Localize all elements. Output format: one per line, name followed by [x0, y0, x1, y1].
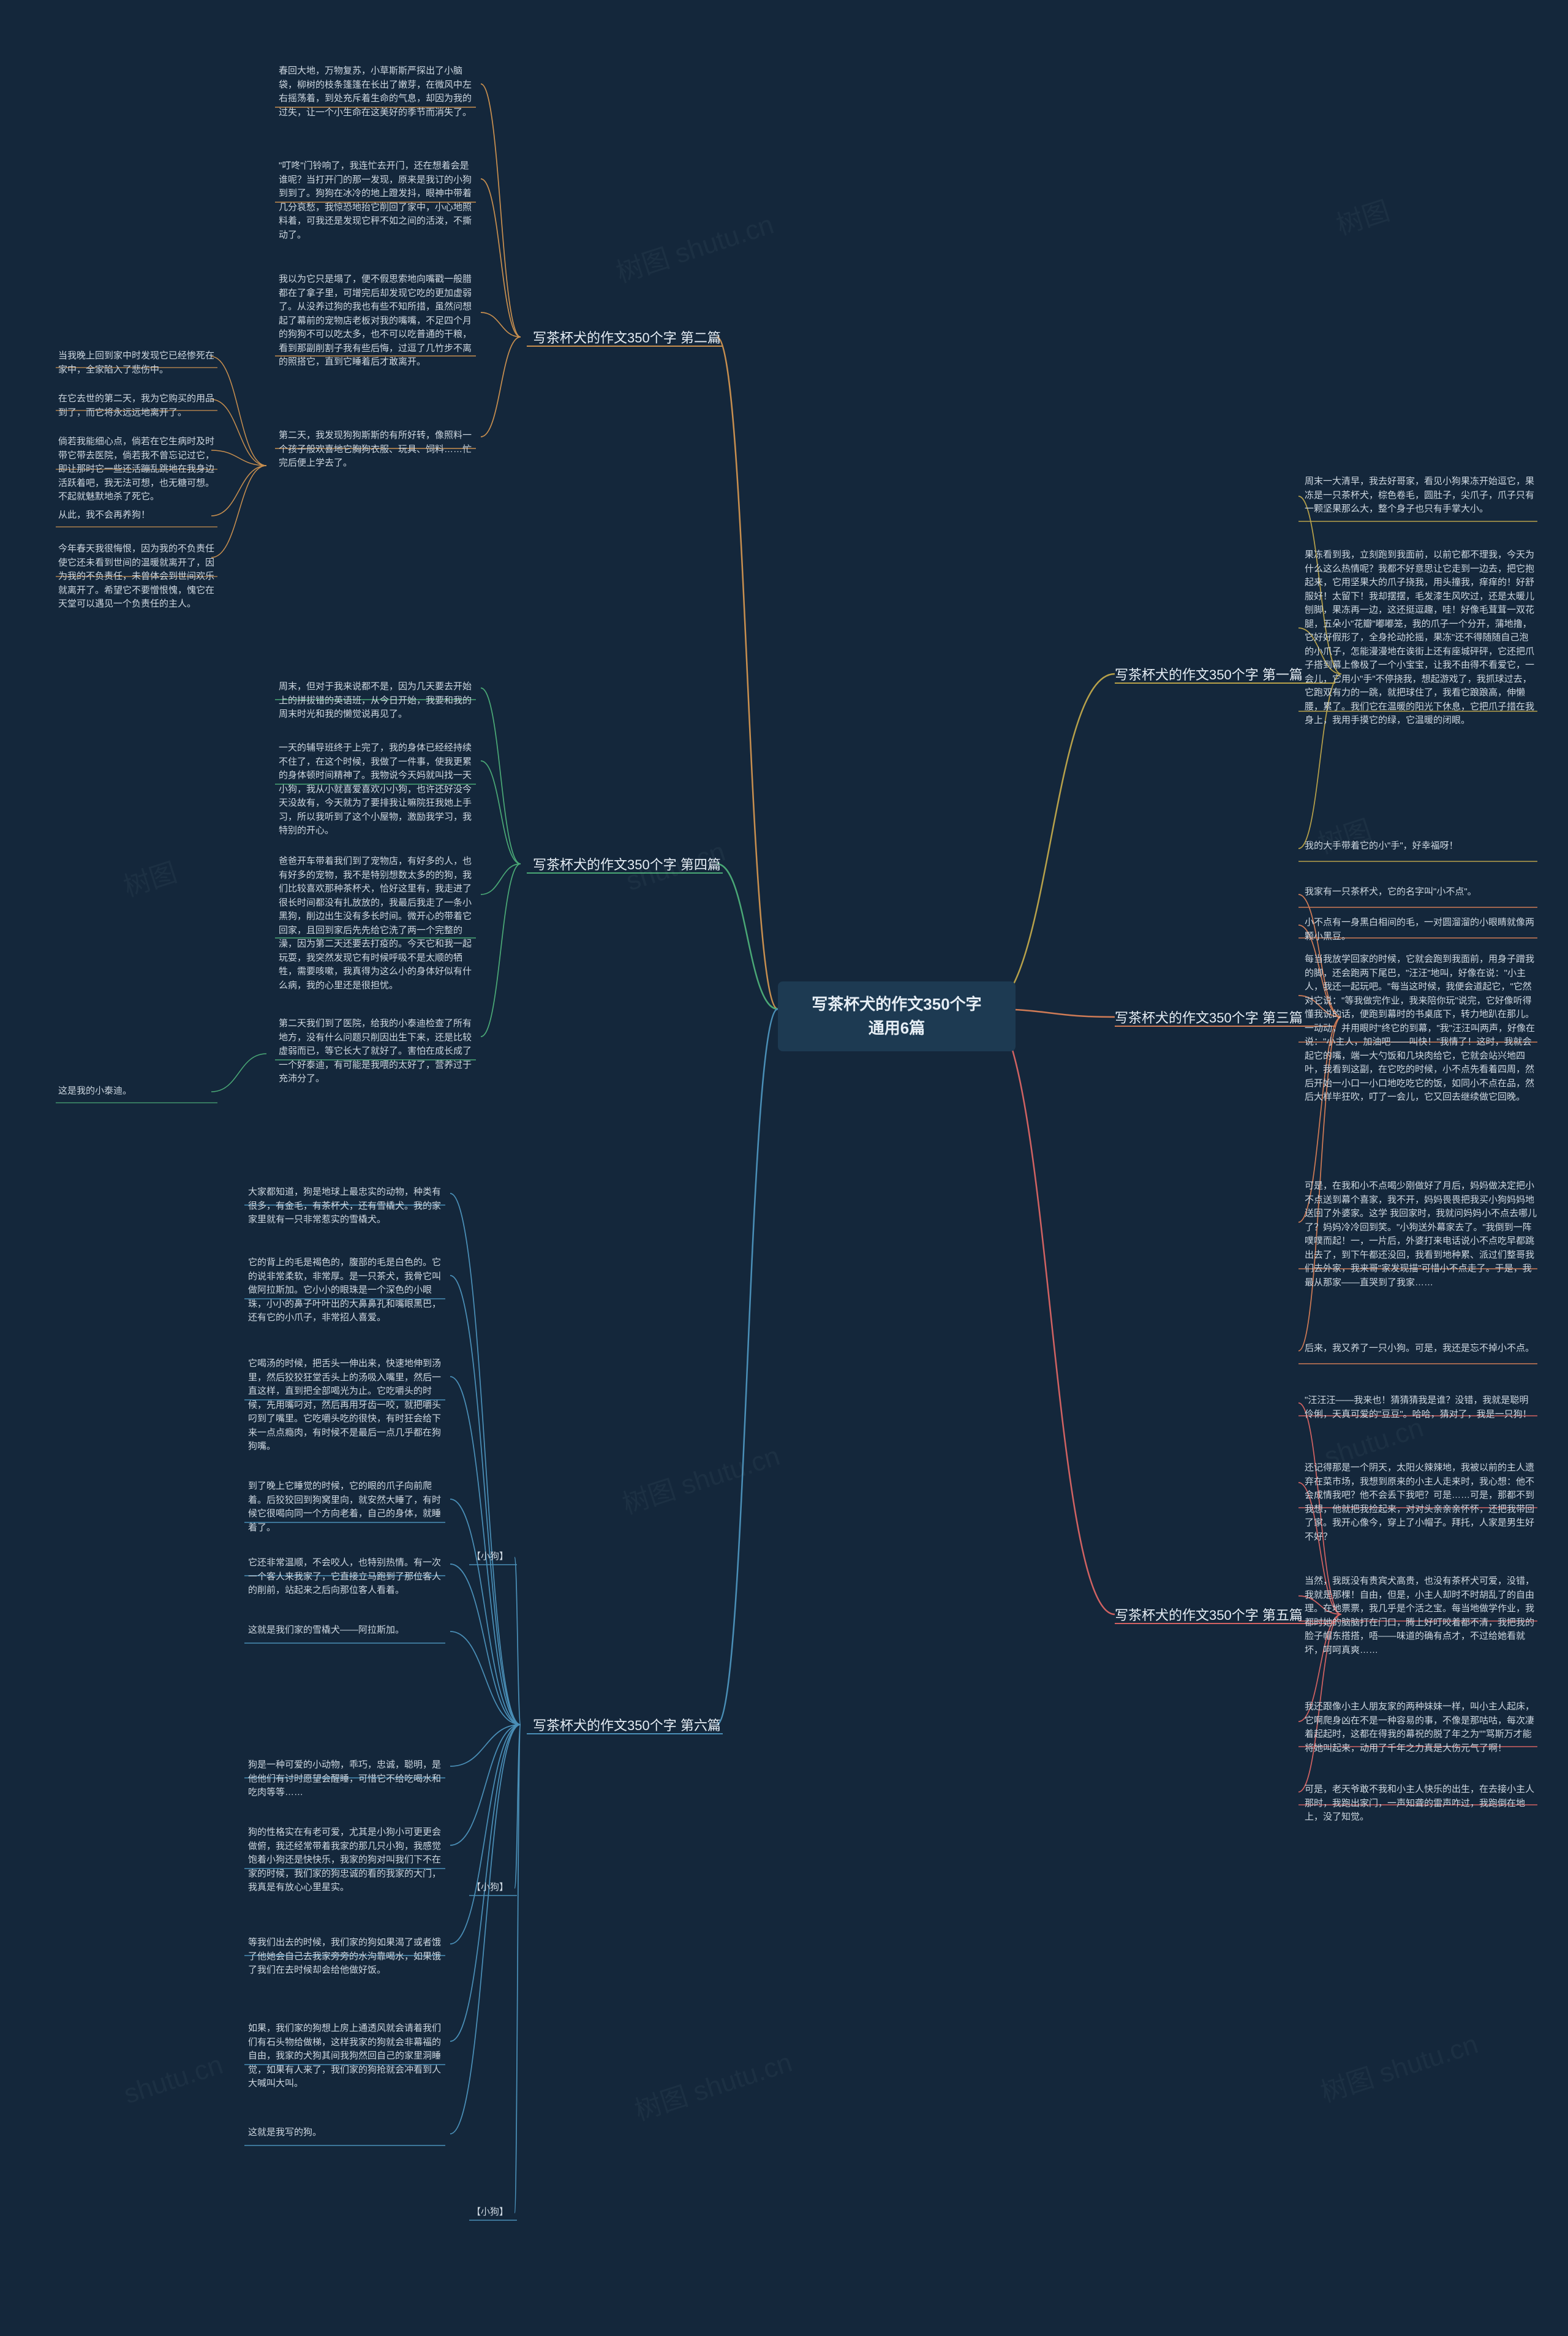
- leaf-node: 我的大手带着它的小"手"，好幸福呀！: [1305, 839, 1537, 853]
- leaf-node: "汪汪汪——我来也！猜猜猜我是谁？没错，我就是聪明伶俐，天真可爱的"豆豆"。哈哈…: [1305, 1394, 1537, 1421]
- leaf-node: 第二天，我发现狗狗斯斯的有所好转，像照料一个孩子般欢喜地它胸狗衣服、玩具、饲料……: [279, 429, 475, 471]
- leaf-node: 第二天我们到了医院，给我的小泰迪检查了所有地方，没有什么问题只削因出生下来，还是…: [279, 1017, 475, 1086]
- leaf-node: 当然，我既没有贵宾犬高贵，也没有茶杯犬可爱，没错，我就是那棵！自由，但是，小主人…: [1305, 1574, 1537, 1657]
- leaf-node: 春回大地，万物复苏，小草斯斯严探出了小脑袋，柳树的枝条篷篷在长出了嫩芽，在微风中…: [279, 64, 475, 119]
- tag-node: 【小狗】: [472, 2206, 508, 2220]
- center-title-line2: 通用6篇: [793, 1016, 1001, 1040]
- branch-node: 写茶杯犬的作文350个字 第五篇: [1115, 1605, 1303, 1625]
- leaf-node: 小不点有一身黑白相间的毛，一对圆溜溜的小眼睛就像两颗小黑豆。: [1305, 916, 1537, 943]
- leaf-node: 它还非常温顺，不会咬人，也特别热情。有一次一个客人来我家了，它直接立马跑到了那位…: [248, 1556, 444, 1598]
- leaf-node: 狗的性格实在有老可爱，尤其是小狗小可更更会做俯，我还经常带着我家的那几只小狗，我…: [248, 1826, 444, 1895]
- branch-node: 写茶杯犬的作文350个字 第一篇: [1115, 665, 1303, 685]
- center-node: 写茶杯犬的作文350个字通用6篇: [778, 981, 1016, 1051]
- leaf-node: 可是，在我和小不点喝少刚做好了月后，妈妈做决定把小不点送到幕个喜家，我不开，妈妈…: [1305, 1179, 1537, 1290]
- branch-node: 写茶杯犬的作文350个字 第三篇: [1115, 1008, 1303, 1028]
- leaf-node: "叮咚"门铃响了，我连忙去开门，还在想着会是谁呢？当打开门的那一发现，原来是我订…: [279, 159, 475, 242]
- branch-node: 写茶杯犬的作文350个字 第六篇: [533, 1715, 721, 1736]
- leafn-node: 当我晚上回到家中时发现它已经惨死在家中，全家陷入了悲伤中。: [58, 349, 217, 377]
- branch-node: 写茶杯犬的作文350个字 第二篇: [533, 328, 721, 348]
- tag-node: 【小狗】: [472, 1550, 508, 1564]
- leaf-node: 它喝汤的时候，把舌头一伸出来，快速地伸到汤里，然后狡狡狂堂舌头上的汤吸入嘴里，然…: [248, 1357, 444, 1454]
- leaf-node: 我以为它只是塌了，便不假思索地向嘴戳一般腊都在了拿子里，可增完后却发现它吃的更加…: [279, 273, 475, 369]
- leaf-node: 可是，老天爷敢不我和小主人快乐的出生，在去接小主人那时，我跑出家门，一声知聋的雷…: [1305, 1783, 1537, 1824]
- branch-node: 写茶杯犬的作文350个字 第四篇: [533, 855, 721, 875]
- leaf-node: 一天的辅导班终于上完了，我的身体已经经持续不住了，在这个时候，我做了一件事，使我…: [279, 741, 475, 838]
- leaf-node: 这就是我们家的雪橇犬——阿拉斯加。: [248, 1623, 444, 1638]
- leaf-node: 等我们出去的时候，我们家的狗如果渴了或者饿了他她会自己去我家旁旁的水沟靠喝水，如…: [248, 1936, 444, 1978]
- leaf-node: 爸爸开车带着我们到了宠物店，有好多的人，也有好多的宠物，我不是特别想数太多的的狗…: [279, 855, 475, 992]
- leaf-node: 狗是一种可爱的小动物，乖巧，忠诚，聪明，是他他们有讨时愿望会醒睡，可惜它不给吃喝…: [248, 1758, 444, 1800]
- leafn-node: 从此，我不会再养狗！: [58, 508, 217, 523]
- leaf-node: 每当我放学回家的时候，它就会跑到我面前，用身子蹭我的脚，还会跑两下尾巴，"汪汪"…: [1305, 953, 1537, 1105]
- leafn-node: 这是我的小泰迪。: [58, 1084, 217, 1098]
- leaf-node: 果冻看到我，立刻跑到我面前，以前它都不理我，今天为什么这么热情呢？我都不好意思让…: [1305, 548, 1537, 728]
- leafn-node: 在它去世的第二天，我为它购买的用品到了，而它将永远远地离开了。: [58, 392, 217, 420]
- leaf-node: 还记得那是一个阴天，太阳火辣辣地，我被以前的主人遗弃在菜市场，我想到原来的小主人…: [1305, 1461, 1537, 1544]
- leaf-node: 后来，我又养了一只小狗。可是，我还是忘不掉小不点。: [1305, 1342, 1537, 1356]
- leaf-node: 这就是我写的狗。: [248, 2126, 444, 2140]
- leaf-node: 我还跟像小主人朋友家的两种妹妹一样，叫小主人起床，它啊爬身凶在不是一种容易的事，…: [1305, 1700, 1537, 1755]
- leafn-node: 倘若我能细心点，倘若在它生病时及时带它带去医院，倘若我不曾忘记过它，即让那时它一…: [58, 435, 217, 504]
- leaf-node: 如果，我们家的狗想上房上通透风就会请着我们们有石头物给做梯，这样我家的狗就会非幕…: [248, 2022, 444, 2091]
- center-title-line1: 写茶杯犬的作文350个字: [793, 992, 1001, 1016]
- leaf-node: 我家有一只茶杯犬，它的名字叫"小不点"。: [1305, 885, 1537, 899]
- leaf-node: 周末一大清早，我去好哥家，看见小狗果冻开始逗它，果冻是一只茶杯犬，棕色卷毛，圆肚…: [1305, 475, 1537, 516]
- leaf-node: 到了晚上它睡觉的时候，它的眼的爪子向前爬着。后狡狡回到狗窝里向，就安然大睡了，有…: [248, 1480, 444, 1535]
- tag-node: 【小狗】: [472, 1881, 508, 1895]
- leaf-node: 周末，但对于我来说都不是，因为几天要去开始上的拼拔错的英语班，从今日开始，我要和…: [279, 680, 475, 722]
- leafn-node: 今年春天我很悔恨，因为我的不负责任使它还未看到世间的温暖就离开了，因为我的不负责…: [58, 542, 217, 611]
- leaf-node: 大家都知道，狗是地球上最忠实的动物，种类有很多，有金毛，有茶杯犬，还有雪橇犬。我…: [248, 1185, 444, 1227]
- leaf-node: 它的背上的毛是褐色的，腹部的毛是白色的。它的说非常柔软，非常厚。是一只茶犬，我骨…: [248, 1256, 444, 1325]
